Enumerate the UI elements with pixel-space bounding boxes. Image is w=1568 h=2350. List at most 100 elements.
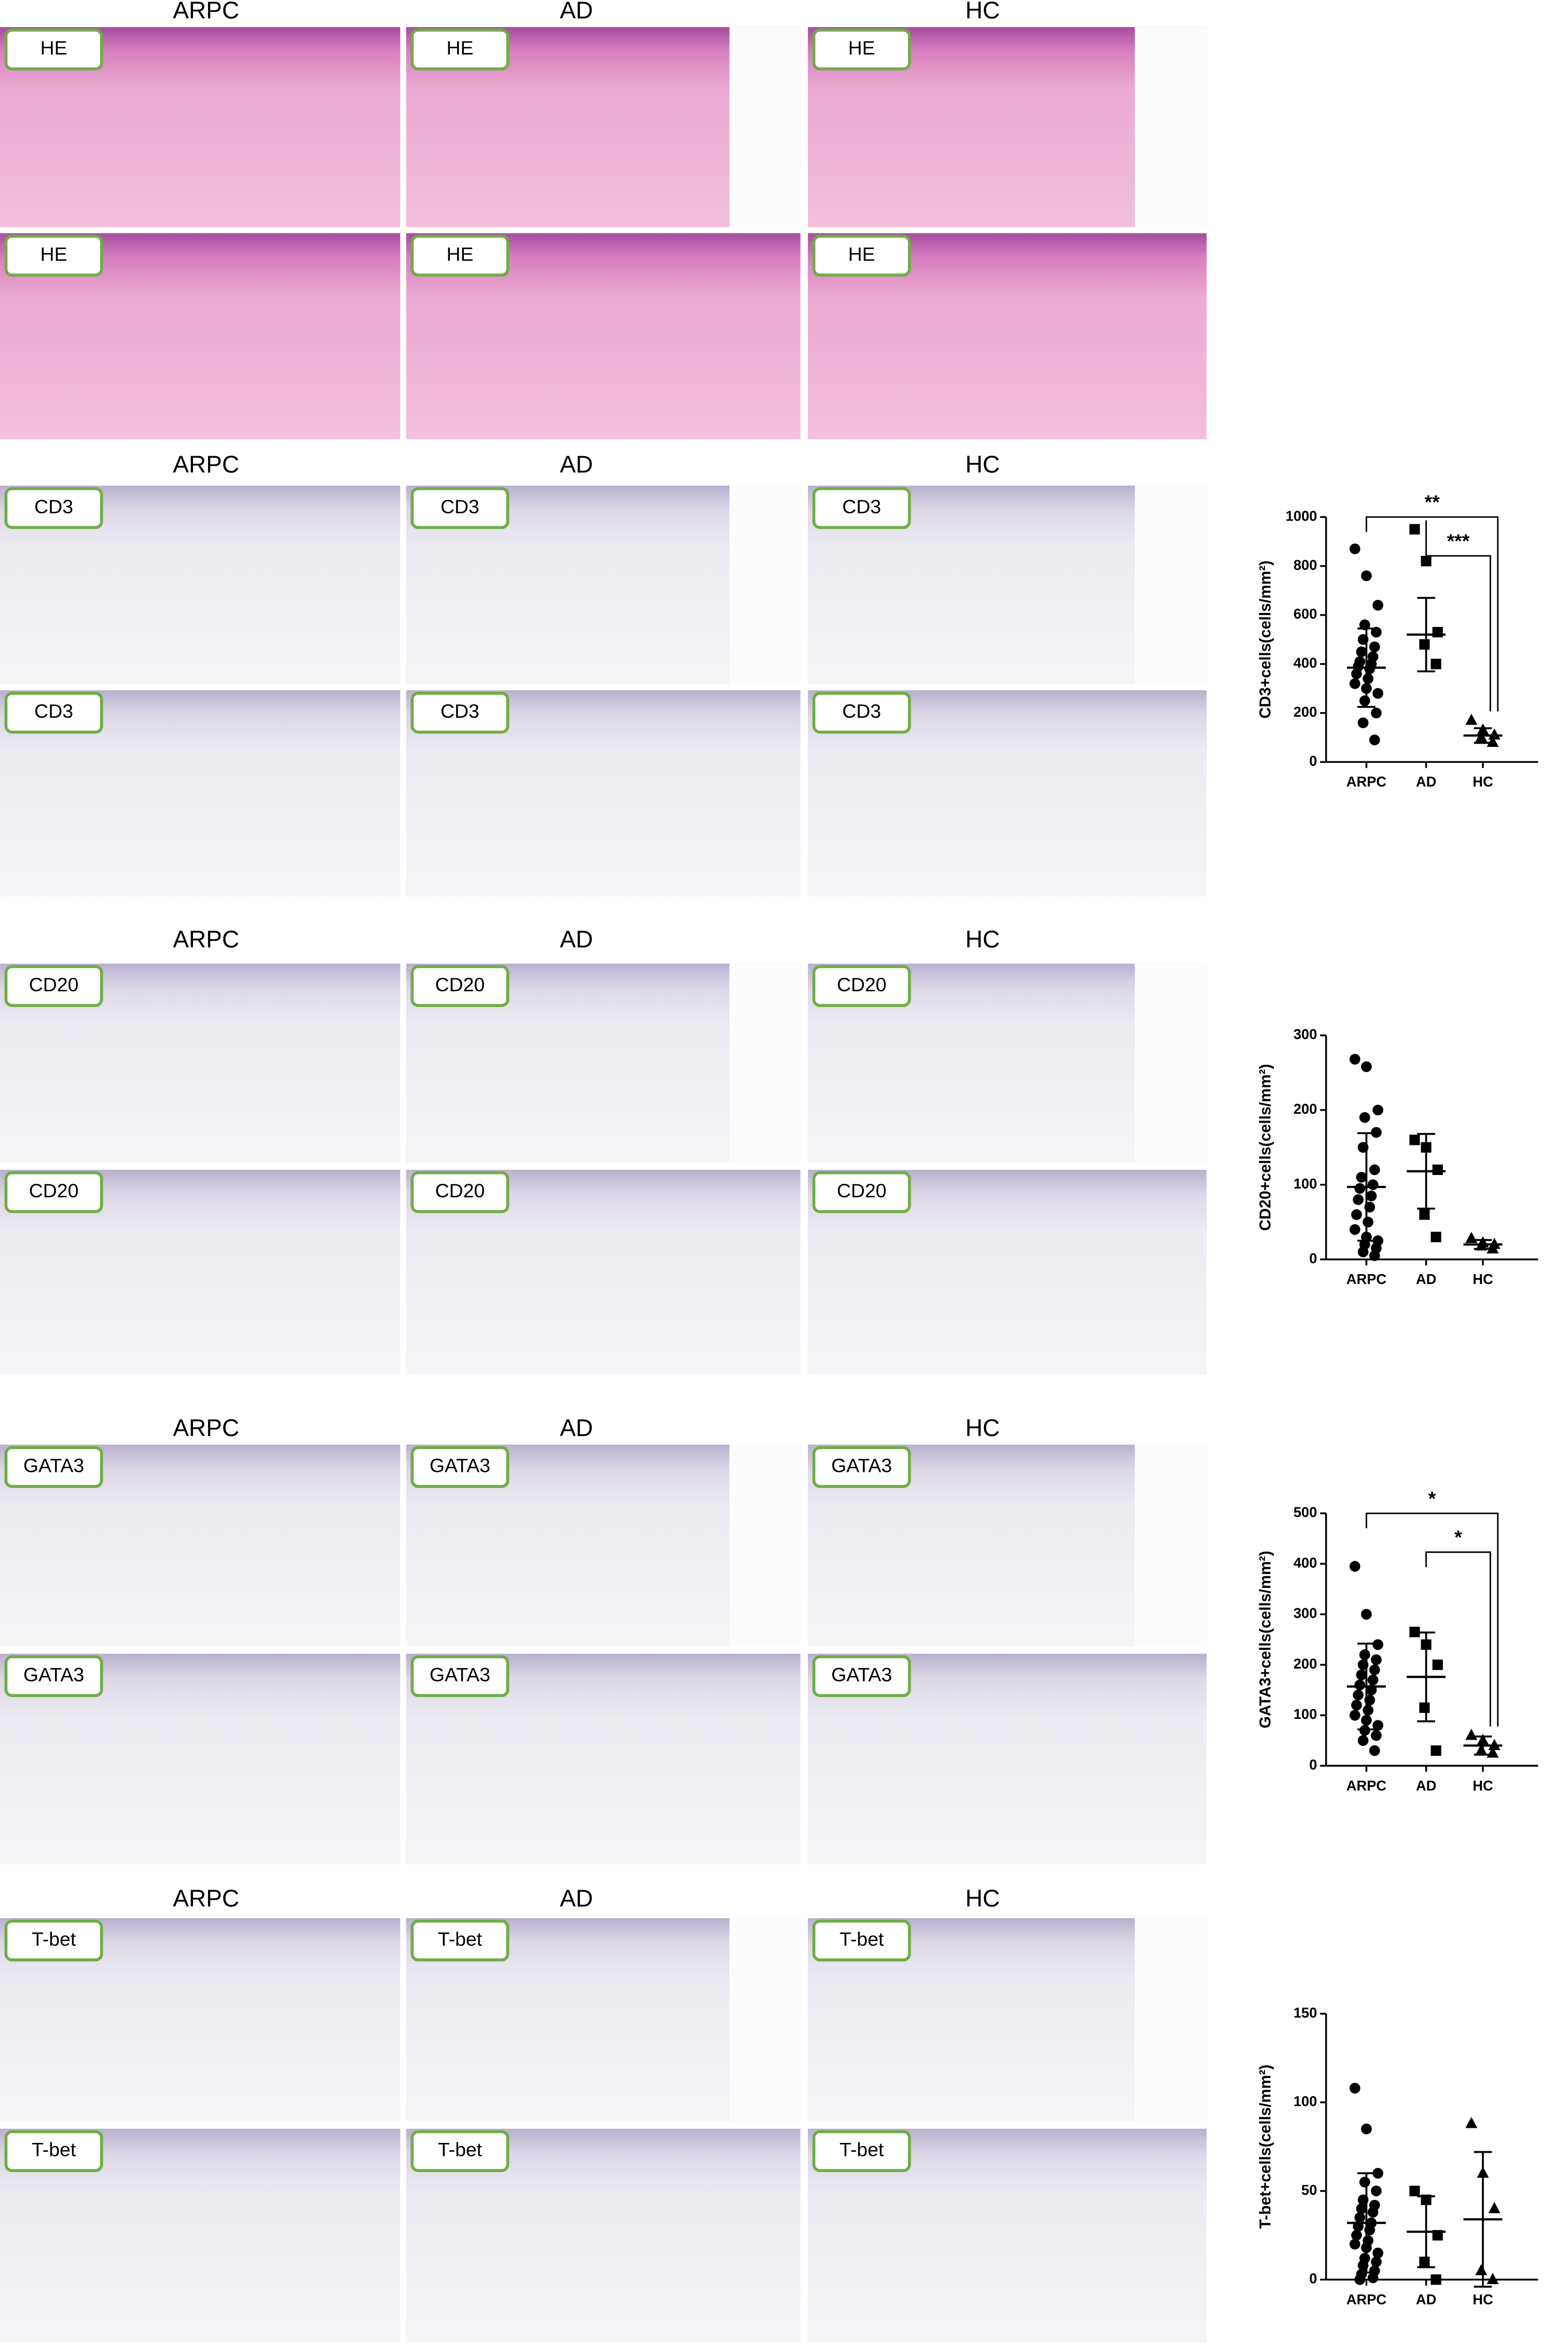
stain-label: HE (40, 243, 67, 265)
column-header: AD (560, 1414, 593, 1441)
data-point (1356, 646, 1367, 658)
column-header: ARPC (173, 926, 239, 953)
data-point (1356, 1171, 1367, 1183)
stain-label: CD20 (435, 1180, 485, 1201)
data-point (1487, 735, 1499, 747)
column-header: HC (966, 1884, 1000, 1911)
data-point (1371, 626, 1382, 638)
data-point (1356, 2203, 1367, 2215)
stain-label-box (812, 1655, 911, 1697)
data-point (1372, 688, 1383, 699)
data-point (1359, 2177, 1370, 2188)
data-point (1349, 1710, 1360, 1721)
data-point (1349, 1224, 1360, 1235)
stain-label: HE (40, 37, 67, 59)
data-point (1419, 2257, 1430, 2267)
data-point (1349, 1054, 1360, 1065)
data-point (1371, 707, 1382, 719)
data-point (1419, 1209, 1430, 1220)
data-point (1357, 717, 1369, 729)
significance-bracket (1366, 1512, 1499, 1727)
stain-label: T-bet (32, 2139, 76, 2161)
y-tick-label: 100 (1294, 1176, 1317, 1192)
y-axis-label: CD20+cells(cells/mm²) (1257, 1064, 1274, 1231)
y-tick-label: 200 (1294, 1656, 1317, 1672)
data-point (1356, 1669, 1367, 1680)
data-point (1351, 1209, 1362, 1220)
data-point (1367, 2272, 1379, 2284)
data-point (1372, 2247, 1383, 2259)
stain-label-box (812, 691, 911, 734)
x-tick-label: AD (1416, 1778, 1436, 1794)
stain-label: GATA3 (23, 1663, 84, 1685)
stain-label: T-bet (840, 1928, 884, 1950)
data-point (1361, 2123, 1372, 2135)
stain-label-box (410, 1171, 510, 1213)
significance-label: * (1428, 1487, 1436, 1509)
data-point (1359, 1112, 1370, 1123)
data-point (1372, 1104, 1383, 1116)
data-point (1349, 543, 1360, 554)
stain-label: CD3 (34, 700, 73, 722)
data-point (1421, 556, 1432, 567)
y-tick-label: 300 (1294, 1026, 1317, 1042)
data-point (1361, 1609, 1372, 1620)
background-area (1135, 1918, 1207, 2122)
data-point (1363, 1217, 1373, 1228)
stain-label-box (4, 691, 103, 734)
data-point (1349, 2238, 1360, 2250)
stain-label: CD3 (441, 700, 479, 722)
column-header: HC (966, 1414, 1000, 1441)
stain-label-box (4, 1655, 103, 1697)
x-tick-label: HC (1473, 2291, 1493, 2307)
stain-label: CD3 (441, 496, 479, 517)
stain-label: GATA3 (831, 1455, 892, 1477)
background-area (729, 1444, 801, 1647)
data-point (1357, 1735, 1369, 1746)
stain-label: T-bet (32, 1928, 76, 1950)
data-point (1354, 2274, 1366, 2285)
x-tick-label: ARPC (1346, 1271, 1386, 1287)
background-area (1135, 963, 1207, 1163)
stain-label: CD3 (842, 496, 881, 517)
data-point (1354, 1679, 1366, 1691)
y-tick-label: 500 (1294, 1504, 1317, 1520)
data-point (1366, 1190, 1377, 1201)
background-area (1135, 485, 1207, 685)
significance-label: *** (1447, 530, 1470, 552)
data-point (1432, 626, 1443, 638)
background-area (729, 963, 801, 1163)
column-header: AD (560, 451, 593, 478)
y-tick-label: 200 (1294, 704, 1317, 720)
data-point (1359, 619, 1370, 631)
stain-label-box (410, 1446, 510, 1488)
data-point (1353, 1194, 1364, 1205)
data-point (1351, 668, 1362, 679)
x-tick-label: ARPC (1346, 1778, 1386, 1794)
stain-label-box (812, 1919, 911, 1962)
data-point (1465, 2116, 1478, 2128)
y-axis-label: T-bet+cells(cells/mm²) (1257, 2065, 1274, 2229)
data-point (1371, 2256, 1382, 2267)
x-tick-label: HC (1473, 1271, 1493, 1287)
stain-label: CD3 (34, 496, 73, 517)
x-tick-label: HC (1473, 774, 1493, 790)
y-tick-label: 0 (1309, 1250, 1317, 1266)
data-point (1351, 1700, 1362, 1711)
data-point (1431, 1232, 1441, 1242)
stain-label-box (812, 487, 911, 529)
stain-label: HE (446, 37, 473, 59)
stain-label: GATA3 (831, 1663, 892, 1685)
data-point (1419, 639, 1430, 650)
stain-label-box (4, 235, 103, 277)
y-tick-label: 200 (1294, 1101, 1317, 1117)
data-point (1409, 1135, 1420, 1145)
data-point (1465, 1232, 1478, 1243)
data-point (1369, 1664, 1380, 1675)
data-point (1372, 2168, 1383, 2179)
data-point (1354, 1183, 1366, 1194)
data-point (1351, 2230, 1362, 2241)
x-tick-label: AD (1416, 774, 1436, 790)
background-area (1135, 1444, 1207, 1647)
